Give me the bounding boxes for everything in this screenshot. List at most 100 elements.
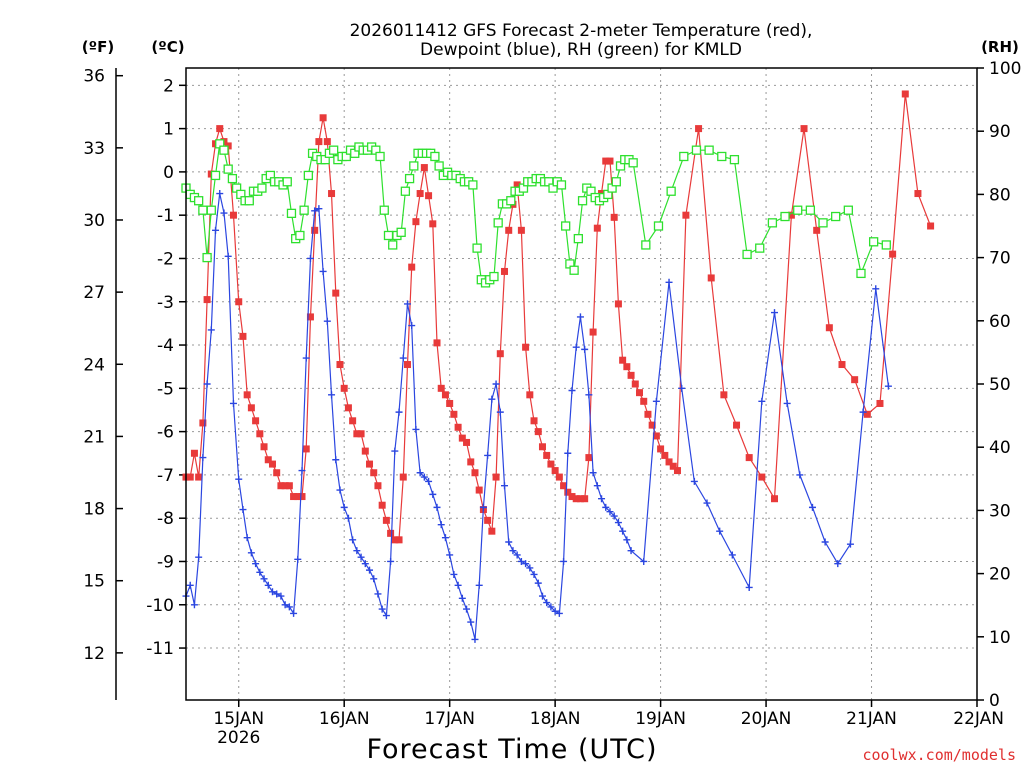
- data-point: [488, 527, 496, 535]
- data-point: [661, 451, 669, 459]
- data-point: [416, 190, 424, 198]
- data-point: [657, 445, 665, 453]
- rh-tick-label: 90: [989, 122, 1011, 142]
- data-point: [653, 221, 664, 231]
- data-point: [581, 345, 589, 353]
- data-point: [576, 313, 584, 321]
- data-point: [859, 408, 867, 416]
- data-point: [467, 458, 475, 466]
- data-point: [212, 226, 220, 234]
- x-tick-label: 15JAN: [213, 709, 264, 729]
- data-point: [492, 380, 500, 388]
- fahrenheit-tick-label: 15: [83, 572, 105, 592]
- celsius-tick-label: 0: [163, 163, 174, 183]
- data-point: [846, 540, 854, 548]
- data-point: [416, 469, 424, 477]
- data-point: [391, 447, 399, 455]
- celsius-tick-label: -10: [146, 596, 174, 616]
- x-tick-label: 22JAN: [953, 709, 1004, 729]
- data-point: [366, 566, 374, 574]
- data-point: [454, 423, 462, 431]
- data-point: [611, 177, 621, 187]
- fahrenheit-tick-label: 33: [83, 139, 105, 159]
- data-point: [294, 555, 302, 563]
- data-point: [220, 209, 228, 217]
- data-point: [475, 581, 483, 589]
- data-point: [319, 267, 327, 275]
- data-point: [239, 332, 247, 340]
- data-point: [636, 389, 644, 397]
- data-point: [378, 605, 386, 613]
- data-point: [479, 503, 487, 511]
- data-point: [493, 218, 503, 228]
- data-point: [793, 205, 803, 215]
- celsius-tick-label: -5: [157, 379, 174, 399]
- data-point: [901, 90, 909, 98]
- data-point: [194, 196, 204, 206]
- data-point: [678, 384, 686, 392]
- data-point: [513, 181, 521, 189]
- data-point: [652, 432, 660, 440]
- data-point: [256, 568, 264, 576]
- data-point: [717, 151, 727, 162]
- data-point: [395, 408, 403, 416]
- data-point: [268, 588, 276, 596]
- data-point: [311, 207, 319, 215]
- data-point: [328, 190, 336, 198]
- data-point: [610, 512, 618, 520]
- data-point: [526, 391, 534, 399]
- data-point: [273, 590, 281, 598]
- data-point: [652, 397, 660, 405]
- series-0: [182, 90, 935, 544]
- x-tick-label: 16JAN: [319, 709, 370, 729]
- data-point: [619, 356, 627, 364]
- celsius-tick-label: -11: [146, 639, 174, 659]
- data-point: [825, 324, 833, 332]
- data-point: [332, 289, 340, 297]
- data-point: [506, 196, 516, 206]
- data-point: [298, 493, 306, 501]
- data-point: [216, 125, 224, 133]
- data-point: [298, 467, 306, 475]
- data-point: [450, 410, 458, 418]
- data-point: [522, 343, 530, 351]
- rh-tick-label: 10: [989, 628, 1011, 648]
- data-point: [195, 553, 203, 561]
- data-point: [851, 376, 859, 384]
- data-point: [302, 354, 310, 362]
- data-point: [593, 482, 601, 490]
- data-point: [349, 417, 357, 425]
- chart-title: 2026011412 GFS Forecast 2-meter Temperat…: [350, 21, 813, 41]
- data-point: [273, 469, 281, 477]
- data-point: [703, 499, 711, 507]
- data-point: [927, 222, 935, 230]
- data-point: [856, 268, 866, 279]
- fahrenheit-tick-label: 30: [83, 211, 105, 231]
- data-point: [229, 211, 237, 219]
- data-point: [517, 226, 525, 234]
- data-point: [198, 205, 208, 215]
- data-point: [420, 164, 428, 172]
- data-point: [199, 419, 207, 427]
- data-point: [412, 218, 420, 226]
- data-point: [614, 300, 622, 308]
- data-point: [437, 521, 445, 529]
- data-point: [207, 326, 215, 334]
- fahrenheit-tick-label: 36: [83, 67, 105, 87]
- data-point: [665, 278, 673, 286]
- data-point: [585, 391, 593, 399]
- rh-unit-label: (RH): [981, 38, 1019, 56]
- celsius-tick-label: -3: [157, 293, 174, 313]
- data-point: [357, 430, 365, 438]
- data-point: [881, 240, 891, 250]
- x-tick-label: 19JAN: [635, 709, 686, 729]
- data-point: [383, 230, 394, 241]
- data-point: [210, 170, 221, 181]
- plot-frame: [185, 67, 978, 701]
- data-point: [441, 534, 449, 542]
- data-point: [496, 350, 504, 358]
- data-point: [745, 454, 753, 462]
- data-point: [581, 495, 589, 503]
